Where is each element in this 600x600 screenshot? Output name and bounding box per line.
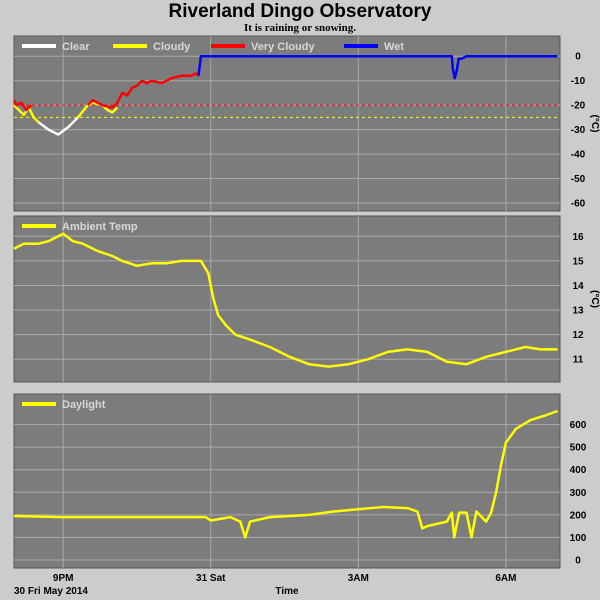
y-tick-label: 13	[572, 306, 584, 317]
x-tick-label: 9PM	[53, 573, 74, 584]
plot-background	[13, 35, 561, 212]
date-label: 30 Fri May 2014	[14, 586, 88, 597]
y-tick-label: 400	[570, 465, 587, 476]
y-tick-label: -10	[571, 76, 586, 87]
legend-entry: Clear	[62, 41, 90, 53]
y-tick-label: 300	[570, 488, 587, 499]
plot-background	[13, 215, 561, 383]
y-tick-label: 14	[572, 281, 584, 292]
page-subtitle: It is raining or snowing.	[244, 22, 356, 34]
series-line-cloudy	[13, 104, 40, 124]
chart-panel-sky-temperature: 0 -10 -20 -30 -40 -50 -60 Clear Cloudy Very Cloud…	[12, 35, 600, 212]
y-tick-label: 100	[570, 533, 587, 544]
plot-background	[13, 393, 561, 569]
page-title: Riverland Dingo Observatory	[168, 1, 432, 22]
x-axis-label: Time	[275, 586, 299, 597]
y-tick-label: -50	[571, 174, 586, 185]
legend-entry: Cloudy	[153, 41, 191, 53]
y-axis-label: (°C)	[589, 115, 600, 133]
legend-entry: Daylight	[62, 399, 106, 411]
series-line-very-cloudy	[12, 99, 33, 112]
x-tick-label: 3AM	[348, 573, 369, 584]
legend-entry: Very Cloudy	[251, 41, 315, 53]
x-tick-label: 6AM	[495, 573, 516, 584]
y-tick-label: -40	[571, 150, 586, 161]
y-tick-label: 12	[572, 330, 584, 341]
series-line-daylight	[13, 409, 558, 539]
legend-entry: Wet	[384, 41, 404, 53]
series-line-ambient-temp	[13, 232, 558, 368]
y-axis-label: (°C)	[589, 290, 600, 308]
y-tick-label: -30	[571, 125, 586, 136]
y-tick-label: 11	[573, 355, 584, 366]
x-tick-label: 31 Sat	[196, 573, 226, 584]
y-tick-label: -20	[571, 101, 586, 112]
y-tick-label: 15	[572, 256, 584, 267]
y-tick-label: 0	[575, 52, 581, 63]
y-tick-label: 600	[570, 420, 587, 431]
series-line-very-cloudy	[86, 72, 200, 109]
y-tick-label: 200	[570, 510, 587, 521]
y-tick-label: 0	[575, 556, 581, 567]
series-line-wet	[197, 54, 558, 80]
chart-panel-daylight: 0 100 200 300 400 500 600 Daylight	[13, 393, 587, 569]
y-tick-label: 500	[570, 443, 587, 454]
y-tick-label: -60	[571, 199, 586, 210]
legend-entry: Ambient Temp	[62, 221, 138, 233]
y-tick-label: 16	[572, 232, 584, 243]
series-line-clear	[37, 116, 79, 136]
chart-panel-ambient-temperature: 11 12 13 14 15 16 Ambient Temp (°C)	[13, 215, 600, 383]
